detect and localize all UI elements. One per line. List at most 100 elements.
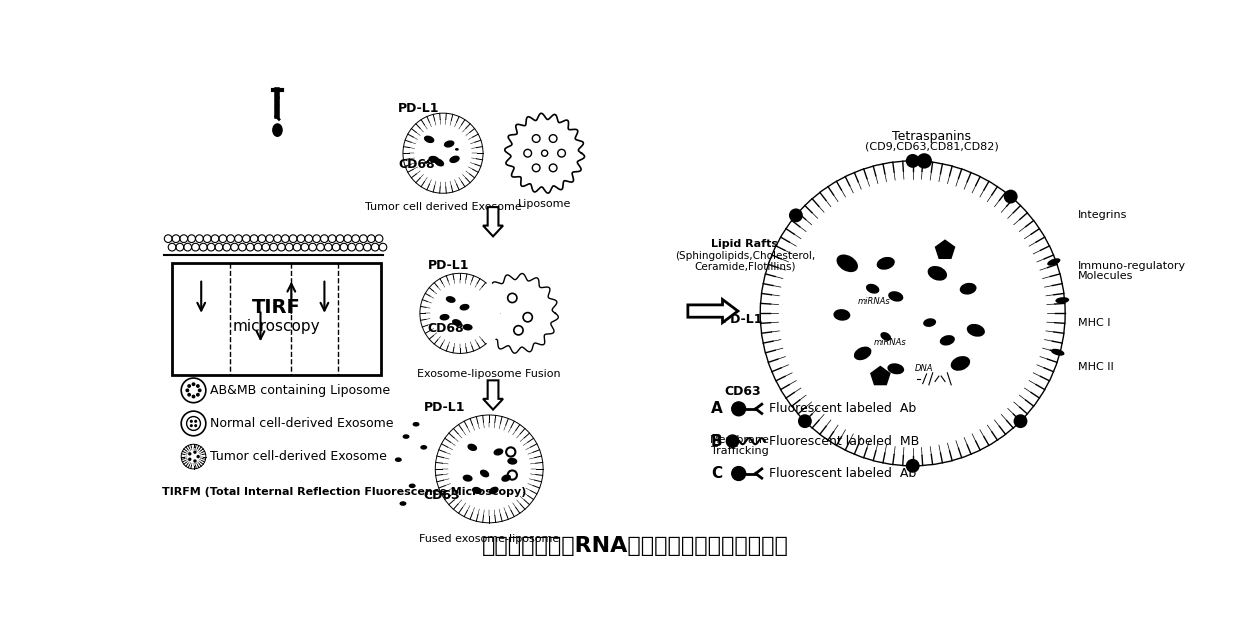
Text: miRNAs: miRNAs [873, 338, 906, 347]
Circle shape [732, 402, 745, 416]
Text: Fluorescent labeled  Ab: Fluorescent labeled Ab [769, 467, 916, 480]
Circle shape [760, 161, 1065, 466]
Circle shape [275, 95, 280, 100]
Text: Molecules: Molecules [1079, 271, 1133, 281]
Circle shape [732, 467, 745, 481]
Circle shape [181, 378, 206, 403]
Text: Ceramide,Flotillins): Ceramide,Flotillins) [694, 262, 796, 271]
Circle shape [186, 389, 190, 392]
Circle shape [193, 459, 197, 463]
Circle shape [195, 420, 197, 423]
Circle shape [507, 116, 582, 190]
Circle shape [190, 420, 193, 423]
Text: Tumor cell-derived Exosome: Tumor cell-derived Exosome [211, 450, 387, 463]
Ellipse shape [854, 347, 872, 360]
Circle shape [275, 104, 279, 107]
Circle shape [181, 444, 206, 469]
Text: Fluorescent labeled  MB: Fluorescent labeled MB [769, 435, 919, 448]
Text: CD68: CD68 [398, 158, 435, 171]
Text: microscopy: microscopy [233, 319, 320, 334]
Ellipse shape [866, 284, 879, 293]
Circle shape [196, 455, 200, 458]
Ellipse shape [888, 363, 904, 374]
Ellipse shape [399, 501, 407, 506]
Text: CD63: CD63 [424, 490, 460, 502]
Circle shape [727, 435, 739, 447]
Polygon shape [870, 366, 890, 385]
Ellipse shape [444, 140, 454, 147]
Text: Exosome-liposome Fusion: Exosome-liposome Fusion [418, 369, 560, 379]
Circle shape [188, 452, 191, 455]
Ellipse shape [1048, 258, 1060, 265]
Ellipse shape [460, 304, 470, 311]
Circle shape [1003, 190, 1018, 203]
Ellipse shape [439, 314, 450, 321]
Text: Integrins: Integrins [1079, 210, 1127, 220]
Ellipse shape [877, 257, 895, 270]
Text: Membrane: Membrane [709, 436, 769, 445]
Text: MHC I: MHC I [1079, 318, 1111, 328]
Ellipse shape [967, 324, 985, 337]
Text: B: B [711, 434, 723, 449]
Circle shape [192, 394, 196, 398]
Text: miRNAs: miRNAs [858, 297, 890, 306]
Circle shape [789, 208, 802, 222]
Ellipse shape [494, 448, 503, 455]
Ellipse shape [489, 486, 498, 494]
Circle shape [187, 384, 191, 388]
Text: Normal cell-derived Exosome: Normal cell-derived Exosome [211, 417, 394, 430]
Ellipse shape [463, 474, 472, 482]
Ellipse shape [424, 161, 428, 164]
Text: TIRF: TIRF [252, 298, 301, 318]
Text: DNA: DNA [915, 364, 934, 373]
Polygon shape [484, 380, 503, 410]
Ellipse shape [1055, 297, 1069, 304]
Ellipse shape [449, 156, 460, 163]
Circle shape [196, 393, 200, 397]
Text: Fused exosome-liposome: Fused exosome-liposome [419, 534, 559, 544]
Ellipse shape [960, 283, 977, 295]
Text: PD-L1: PD-L1 [428, 259, 469, 272]
Circle shape [193, 450, 197, 454]
Ellipse shape [501, 474, 511, 482]
Circle shape [188, 458, 191, 461]
Polygon shape [484, 207, 503, 236]
Ellipse shape [273, 124, 281, 137]
Ellipse shape [833, 309, 851, 321]
Text: MHC II: MHC II [1079, 362, 1114, 372]
Text: Tetraspanins: Tetraspanins [893, 130, 971, 143]
Circle shape [905, 154, 920, 168]
Ellipse shape [428, 156, 439, 163]
Circle shape [197, 389, 202, 392]
Text: PD-L1: PD-L1 [424, 401, 465, 414]
Polygon shape [688, 300, 738, 323]
Text: Immuno-regulatory: Immuno-regulatory [1079, 260, 1187, 271]
Ellipse shape [940, 335, 955, 345]
Ellipse shape [463, 324, 472, 330]
Circle shape [435, 415, 543, 523]
Ellipse shape [472, 487, 482, 494]
Circle shape [481, 276, 556, 351]
Text: C: C [711, 466, 722, 481]
Ellipse shape [420, 445, 428, 450]
Circle shape [420, 273, 500, 354]
Ellipse shape [424, 136, 434, 143]
Ellipse shape [880, 332, 892, 341]
Ellipse shape [888, 291, 903, 302]
Text: CD68: CD68 [428, 322, 464, 335]
Text: Tumor cell derived Exosome: Tumor cell derived Exosome [365, 202, 521, 211]
Text: 外泌体内蛋白和RNA、外泌体膜蛋白检测流程图: 外泌体内蛋白和RNA、外泌体膜蛋白检测流程图 [482, 536, 789, 556]
Ellipse shape [467, 444, 477, 451]
Ellipse shape [507, 458, 517, 465]
Text: TIRFM (Total Internal Reflection Fluorescence Microscopy): TIRFM (Total Internal Reflection Fluores… [162, 487, 526, 497]
Circle shape [190, 424, 193, 427]
Circle shape [187, 393, 191, 397]
Text: CD63: CD63 [724, 385, 760, 398]
Text: PD-L1: PD-L1 [398, 102, 440, 115]
Ellipse shape [403, 434, 409, 439]
Circle shape [196, 384, 200, 388]
Ellipse shape [837, 255, 858, 272]
Text: Lipid Rafts: Lipid Rafts [712, 239, 779, 249]
Circle shape [277, 111, 279, 114]
Text: PD-L1: PD-L1 [722, 313, 764, 326]
